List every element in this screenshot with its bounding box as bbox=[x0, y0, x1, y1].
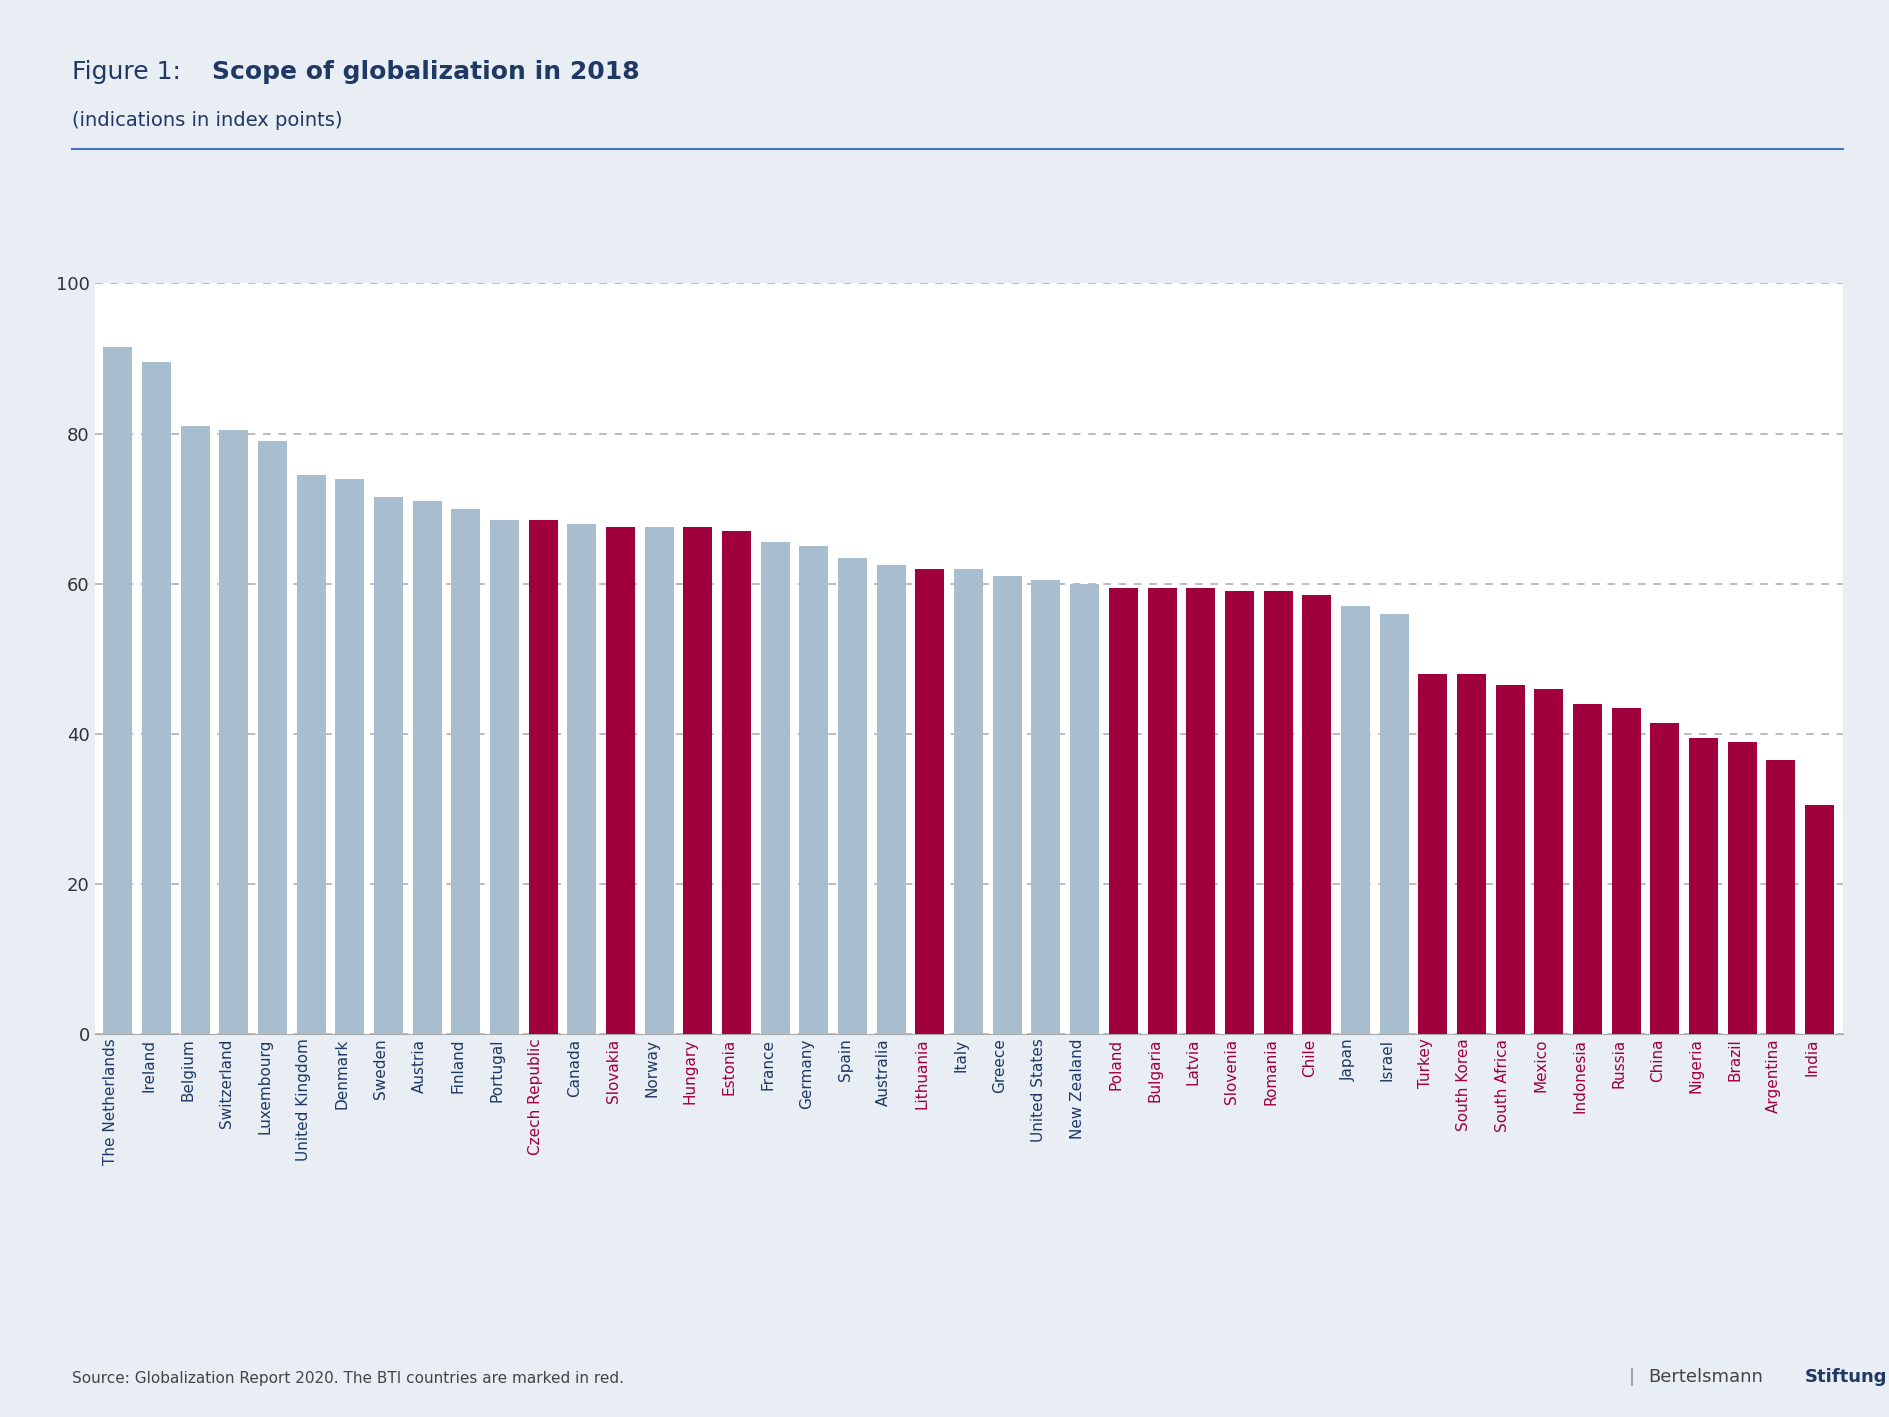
Bar bbox=[1804, 805, 1832, 1034]
Bar bbox=[1417, 674, 1447, 1034]
Bar bbox=[257, 441, 287, 1034]
Bar bbox=[451, 509, 480, 1034]
Bar bbox=[412, 502, 442, 1034]
Bar bbox=[761, 543, 790, 1034]
Bar bbox=[1649, 723, 1679, 1034]
Bar bbox=[1727, 741, 1755, 1034]
Bar bbox=[334, 479, 365, 1034]
Bar bbox=[1494, 686, 1524, 1034]
Bar bbox=[1689, 738, 1717, 1034]
Bar bbox=[684, 527, 712, 1034]
Bar bbox=[489, 520, 519, 1034]
Bar bbox=[1147, 588, 1175, 1034]
Bar bbox=[297, 475, 325, 1034]
Bar bbox=[142, 363, 170, 1034]
Bar bbox=[837, 557, 867, 1034]
Bar bbox=[606, 527, 635, 1034]
Bar bbox=[1186, 588, 1215, 1034]
Bar bbox=[954, 568, 982, 1034]
Bar bbox=[1069, 584, 1099, 1034]
Text: Bertelsmann: Bertelsmann bbox=[1647, 1367, 1762, 1386]
Bar bbox=[374, 497, 402, 1034]
Bar bbox=[181, 427, 210, 1034]
Text: (indications in index points): (indications in index points) bbox=[72, 111, 342, 129]
Bar bbox=[1766, 761, 1795, 1034]
Text: Stiftung: Stiftung bbox=[1804, 1367, 1887, 1386]
Bar bbox=[644, 527, 672, 1034]
Bar bbox=[1572, 704, 1602, 1034]
Text: Figure 1:: Figure 1: bbox=[72, 60, 189, 84]
Text: |: | bbox=[1628, 1367, 1634, 1386]
Bar bbox=[219, 429, 247, 1034]
Bar bbox=[876, 565, 905, 1034]
Bar bbox=[914, 568, 944, 1034]
Bar bbox=[1109, 588, 1137, 1034]
Text: Scope of globalization in 2018: Scope of globalization in 2018 bbox=[212, 60, 638, 84]
Bar bbox=[1379, 614, 1407, 1034]
Bar bbox=[567, 524, 597, 1034]
Bar bbox=[1534, 689, 1562, 1034]
Bar bbox=[1302, 595, 1330, 1034]
Bar bbox=[799, 546, 827, 1034]
Bar bbox=[722, 531, 750, 1034]
Bar bbox=[992, 577, 1022, 1034]
Bar bbox=[1611, 707, 1640, 1034]
Bar bbox=[1456, 674, 1485, 1034]
Text: Source: Globalization Report 2020. The BTI countries are marked in red.: Source: Globalization Report 2020. The B… bbox=[72, 1370, 623, 1386]
Bar bbox=[1224, 591, 1252, 1034]
Bar bbox=[1031, 580, 1060, 1034]
Bar bbox=[1264, 591, 1292, 1034]
Bar bbox=[529, 520, 557, 1034]
Bar bbox=[104, 347, 132, 1034]
Bar bbox=[1339, 606, 1370, 1034]
